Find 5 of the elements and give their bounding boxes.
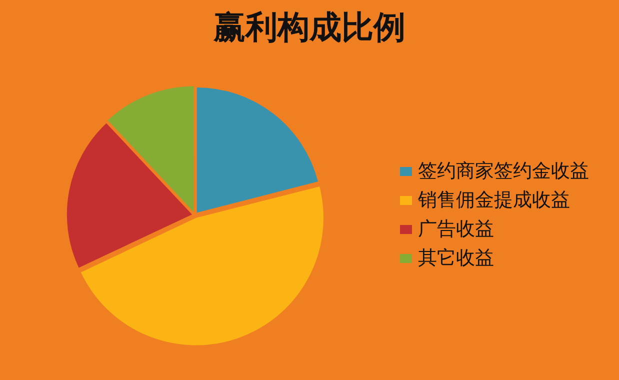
chart-title: 赢利构成比例: [212, 7, 406, 48]
legend-label: 其它收益: [418, 247, 494, 270]
legend-label: 签约商家签约金收益: [418, 160, 589, 183]
legend-label: 销售佣金提成收益: [418, 189, 570, 212]
legend-label: 广告收益: [418, 218, 494, 241]
